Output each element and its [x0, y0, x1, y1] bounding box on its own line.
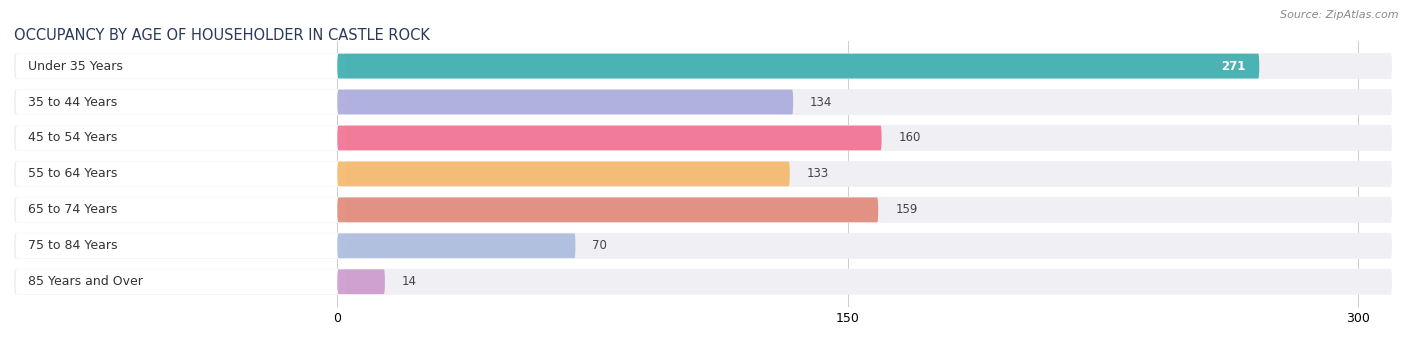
FancyBboxPatch shape [14, 197, 1392, 223]
Text: 45 to 54 Years: 45 to 54 Years [28, 132, 117, 145]
Text: 70: 70 [592, 239, 607, 252]
Text: 133: 133 [807, 167, 830, 180]
Text: 65 to 74 Years: 65 to 74 Years [28, 203, 117, 216]
FancyBboxPatch shape [15, 161, 346, 187]
Text: Source: ZipAtlas.com: Source: ZipAtlas.com [1281, 10, 1399, 20]
FancyBboxPatch shape [15, 197, 346, 222]
Text: OCCUPANCY BY AGE OF HOUSEHOLDER IN CASTLE ROCK: OCCUPANCY BY AGE OF HOUSEHOLDER IN CASTL… [14, 28, 430, 43]
Text: 75 to 84 Years: 75 to 84 Years [28, 239, 117, 252]
FancyBboxPatch shape [337, 125, 882, 150]
FancyBboxPatch shape [337, 269, 385, 294]
FancyBboxPatch shape [14, 89, 1392, 115]
FancyBboxPatch shape [15, 125, 346, 150]
FancyBboxPatch shape [14, 125, 1392, 151]
FancyBboxPatch shape [14, 233, 1392, 259]
FancyBboxPatch shape [337, 90, 793, 115]
FancyBboxPatch shape [15, 89, 346, 115]
FancyBboxPatch shape [337, 233, 575, 258]
Text: 134: 134 [810, 95, 832, 108]
FancyBboxPatch shape [337, 197, 879, 222]
Text: 85 Years and Over: 85 Years and Over [28, 275, 142, 288]
FancyBboxPatch shape [15, 233, 346, 258]
FancyBboxPatch shape [15, 269, 346, 294]
FancyBboxPatch shape [14, 161, 1392, 187]
Text: 271: 271 [1222, 60, 1246, 73]
FancyBboxPatch shape [337, 162, 790, 186]
FancyBboxPatch shape [14, 269, 1392, 295]
Text: Under 35 Years: Under 35 Years [28, 60, 122, 73]
Text: 55 to 64 Years: 55 to 64 Years [28, 167, 117, 180]
FancyBboxPatch shape [15, 54, 346, 79]
Text: 14: 14 [402, 275, 418, 288]
Text: 160: 160 [898, 132, 921, 145]
Text: 159: 159 [896, 203, 918, 216]
FancyBboxPatch shape [14, 53, 1392, 79]
Text: 35 to 44 Years: 35 to 44 Years [28, 95, 117, 108]
FancyBboxPatch shape [337, 54, 1260, 78]
